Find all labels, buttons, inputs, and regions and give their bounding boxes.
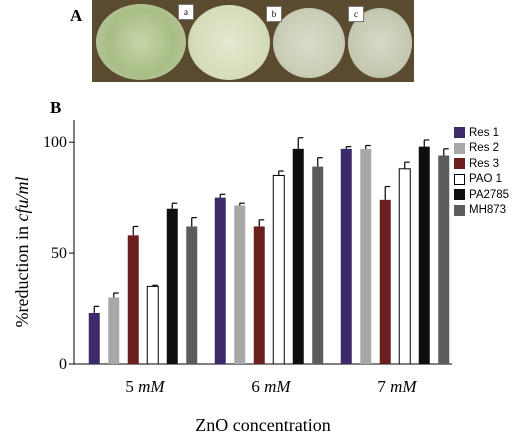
x-axis-label: ZnO concentration (195, 415, 330, 435)
petri-dish-b (188, 5, 270, 80)
panel-label-a: A (70, 6, 83, 25)
bar (418, 146, 430, 364)
x-tick-label: 6 mM (251, 377, 291, 396)
y-tick-label: 100 (43, 134, 67, 151)
bar (186, 226, 198, 364)
legend-swatch (454, 189, 465, 201)
bar (438, 155, 450, 364)
bar (340, 148, 352, 364)
bar (166, 208, 178, 364)
legend-swatch (454, 204, 465, 216)
dish-tag-b: b (266, 6, 282, 22)
legend-label: Res 1 (469, 126, 500, 139)
petri-dish-a (96, 4, 186, 80)
petri-dish-c (273, 8, 345, 78)
bar (234, 205, 246, 364)
bar (214, 197, 226, 364)
y-axis-label: %reduction in cfu/ml (12, 177, 32, 328)
legend-label: PAO 1 (469, 173, 503, 186)
bar (312, 166, 324, 364)
legend-item: MH873 (454, 203, 509, 219)
y-tick-label: 50 (51, 245, 67, 262)
legend-item: Res 1 (454, 125, 509, 141)
bar (146, 285, 159, 365)
bar (360, 148, 372, 364)
bar (398, 168, 411, 365)
legend-label: MH873 (469, 204, 507, 217)
legend-item: PA2785 (454, 187, 509, 203)
bar (272, 174, 285, 365)
panel-label-b: B (50, 98, 62, 117)
legend-swatch (454, 142, 465, 154)
legend-label: Res 3 (469, 157, 500, 170)
bar (108, 297, 120, 364)
legend-label: Res 2 (469, 142, 500, 155)
dish-tag-a: a (178, 4, 194, 20)
legend-swatch (454, 127, 465, 139)
legend-label: PA2785 (469, 188, 510, 201)
y-tick-label: 0 (59, 356, 67, 373)
chart-legend: Res 1 Res 2 Res 3 PAO 1 PA2785 MH873 (454, 125, 509, 218)
legend-item: Res 3 (454, 156, 509, 172)
dish-tag-c: c (348, 6, 364, 22)
legend-swatch (454, 158, 465, 170)
x-tick-label: 5 mM (125, 377, 165, 396)
legend-item: Res 2 (454, 141, 509, 157)
x-tick-label: 7 mM (377, 377, 417, 396)
legend-item: PAO 1 (454, 172, 509, 188)
bar (253, 226, 265, 364)
bar (379, 199, 391, 364)
bar (88, 312, 100, 364)
legend-swatch (454, 173, 465, 185)
bar (292, 148, 304, 364)
petri-dish-photo: a b c d (92, 0, 414, 82)
bar (127, 235, 139, 364)
